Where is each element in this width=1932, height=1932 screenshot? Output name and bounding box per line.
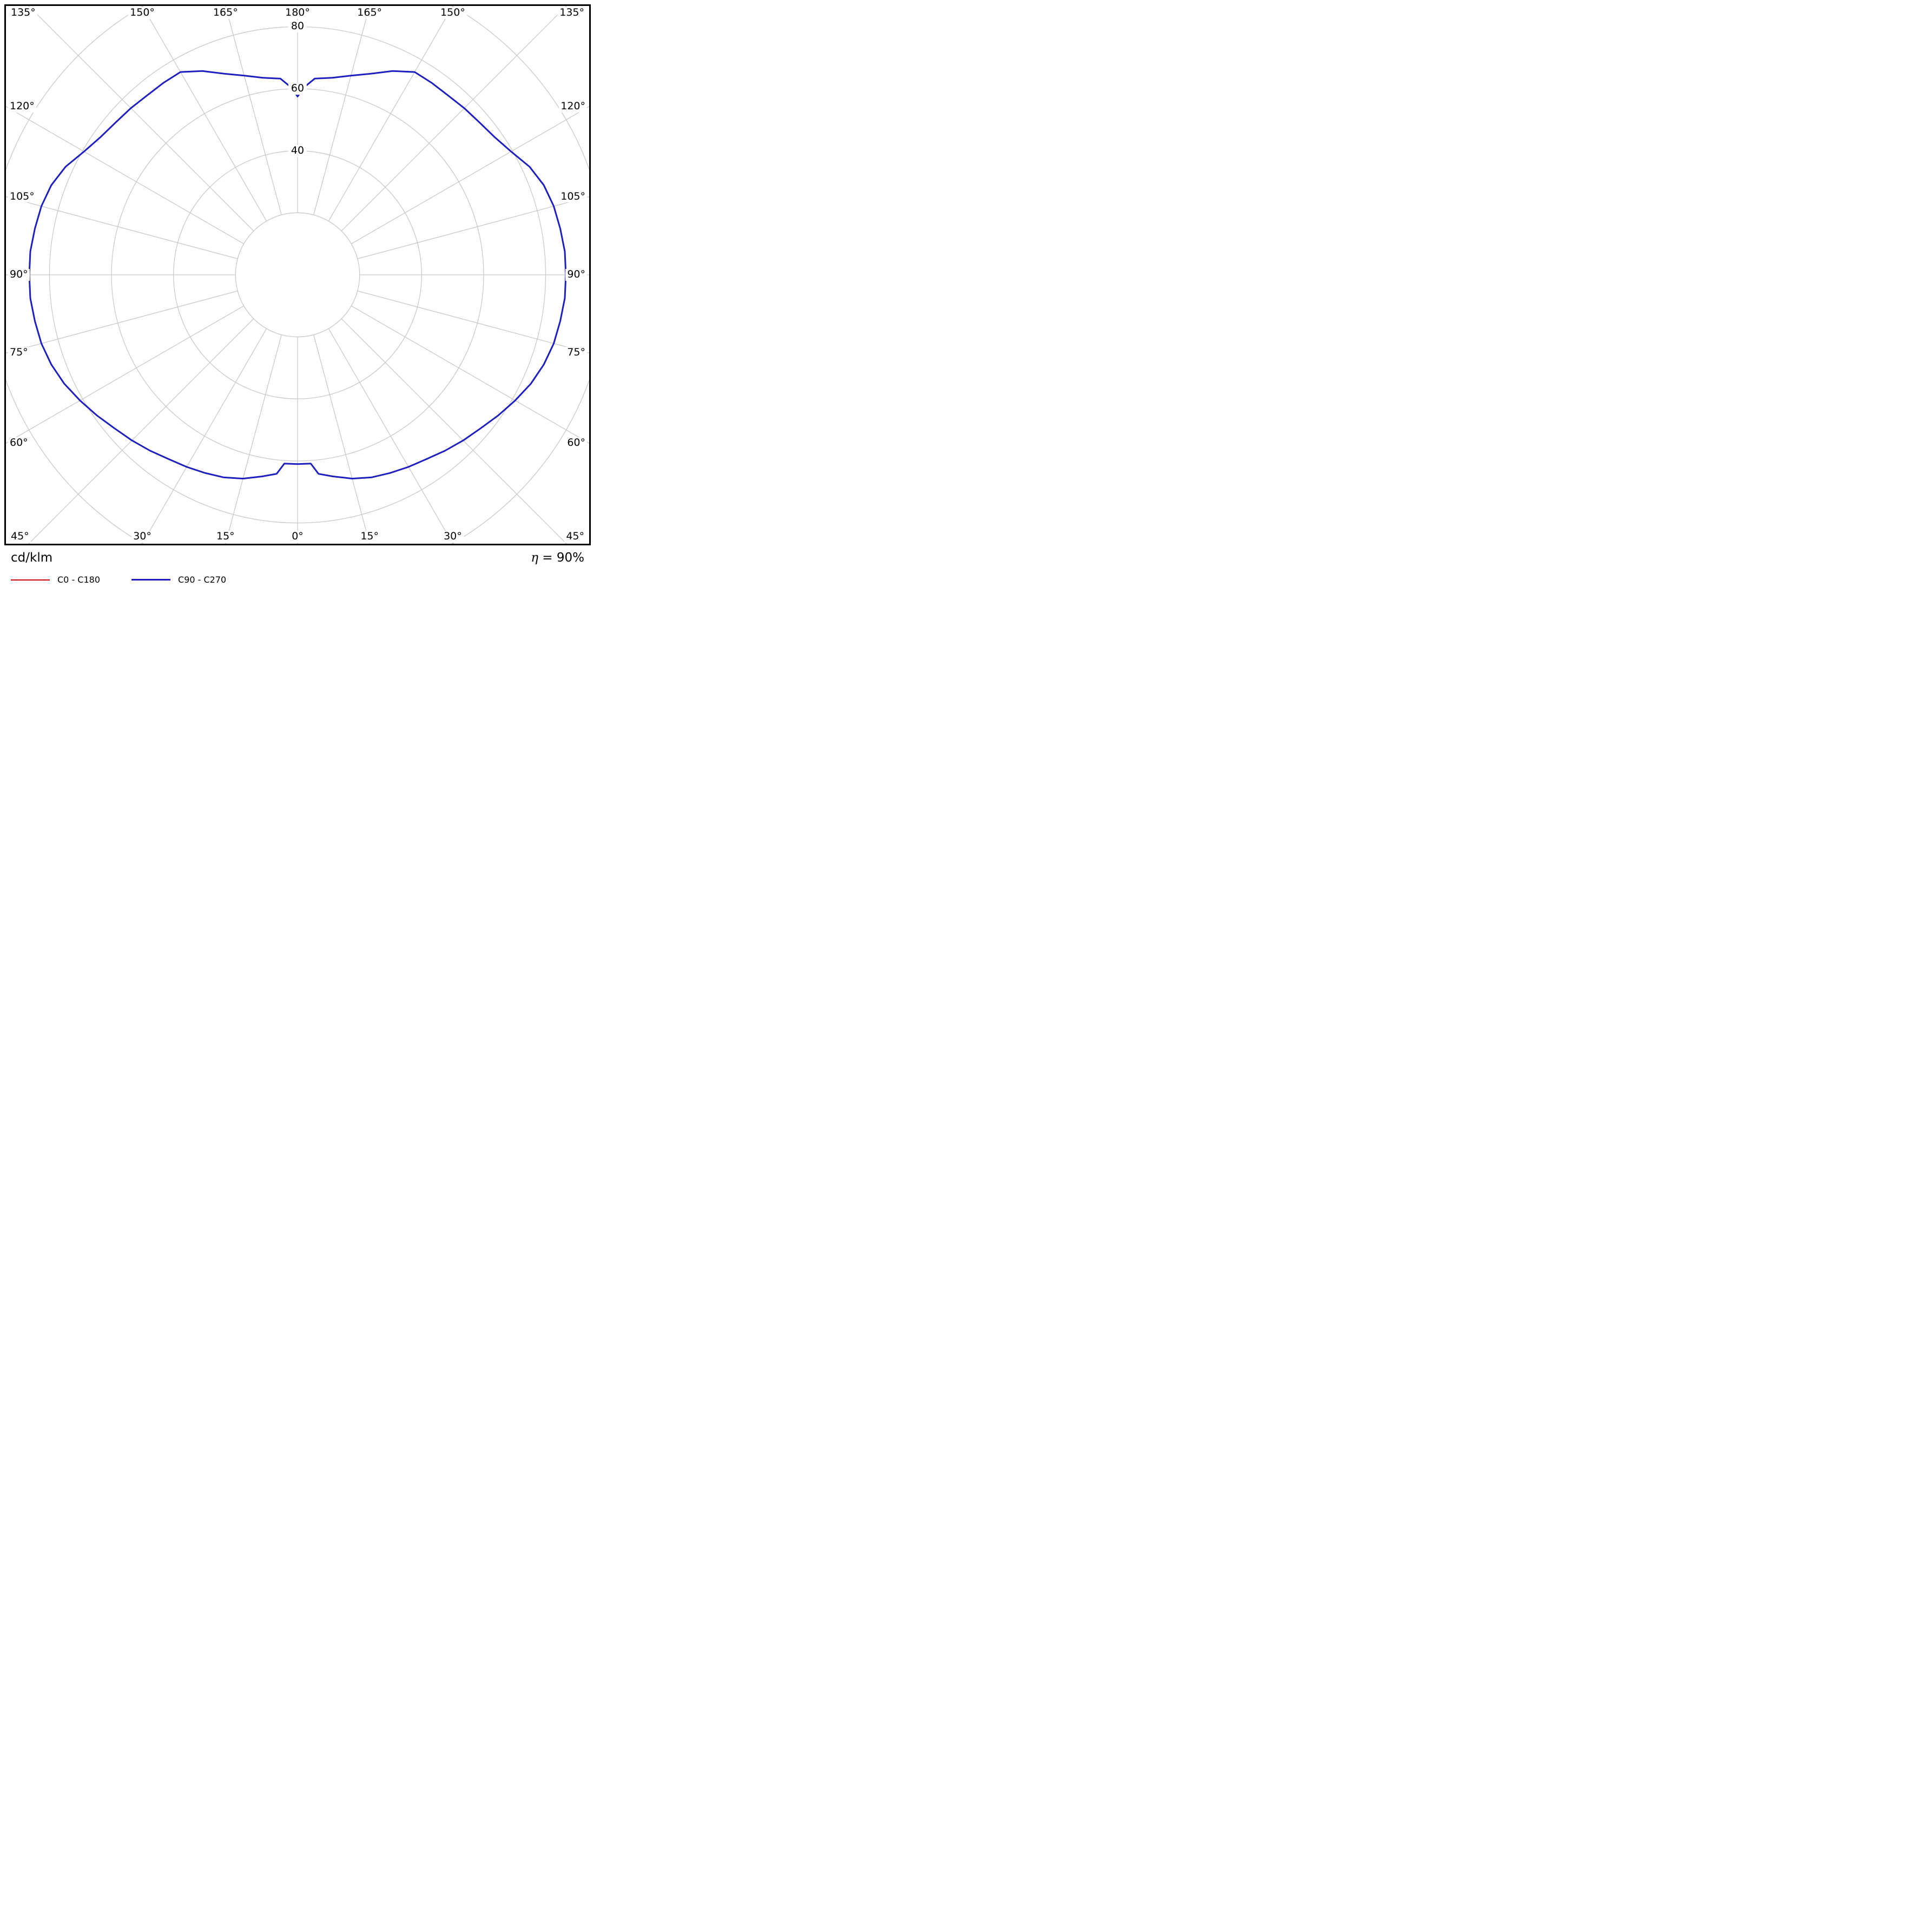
polar-diagram-frame: 40 60 80 0° 15° 15° 30° 30° 45° 45° 60° 60° 75° 75° 90…: [4, 4, 591, 545]
gamma-label-60-left: 60°: [8, 437, 30, 450]
gamma-label-45-left: 45°: [9, 530, 31, 543]
legend-item-c0-c180: C0 - C180: [11, 575, 100, 585]
gamma-label-180: 180°: [283, 6, 312, 19]
gamma-label-165: 165°: [355, 6, 384, 19]
legend-line-c90-c270: [131, 579, 171, 581]
gamma-label-45: 45°: [564, 530, 586, 543]
gamma-label-150: 150°: [439, 6, 467, 19]
gamma-label-90: 90°: [565, 268, 587, 281]
radial-axis-label-40: 40: [288, 144, 307, 157]
gamma-label-0: 0°: [290, 530, 305, 543]
gamma-label-15-left: 15°: [214, 530, 236, 543]
efficiency-label: η = 90%: [531, 551, 584, 565]
radial-axis-label-60: 60: [288, 82, 307, 95]
gamma-label-75: 75°: [565, 347, 587, 359]
gamma-label-120-left: 120°: [8, 100, 36, 113]
legend-label-c90-c270: C90 - C270: [178, 575, 227, 585]
legend-label-c0-c180: C0 - C180: [57, 575, 101, 585]
efficiency-value: = 90%: [538, 551, 584, 565]
gamma-label-30: 30°: [442, 530, 464, 543]
gamma-label-135-left: 135°: [9, 6, 37, 19]
photometric-datasheet-page: 40 60 80 0° 15° 15° 30° 30° 45° 45° 60° 60° 75° 75° 90…: [0, 0, 595, 595]
footer: cd/klm η = 90% C0 - C180 C90 - C270: [4, 548, 591, 593]
gamma-label-105: 105°: [559, 190, 587, 203]
gamma-label-105-left: 105°: [8, 190, 36, 203]
gamma-label-90-left: 90°: [8, 268, 30, 281]
gamma-label-150-left: 150°: [128, 6, 156, 19]
radial-axis-label-80: 80: [288, 21, 307, 33]
units-label: cd/klm: [11, 551, 53, 565]
gamma-label-165-left: 165°: [211, 6, 240, 19]
gamma-label-30-left: 30°: [131, 530, 153, 543]
gamma-label-135: 135°: [558, 6, 586, 19]
gamma-label-75-left: 75°: [8, 347, 30, 359]
eta-symbol: η: [531, 551, 538, 565]
gamma-label-15: 15°: [359, 530, 380, 543]
gamma-label-60: 60°: [565, 437, 587, 450]
legend-item-c90-c270: C90 - C270: [131, 575, 226, 585]
gamma-label-120: 120°: [559, 100, 587, 113]
legend-line-c0-c180: [11, 579, 50, 581]
legend: C0 - C180 C90 - C270: [11, 575, 226, 585]
